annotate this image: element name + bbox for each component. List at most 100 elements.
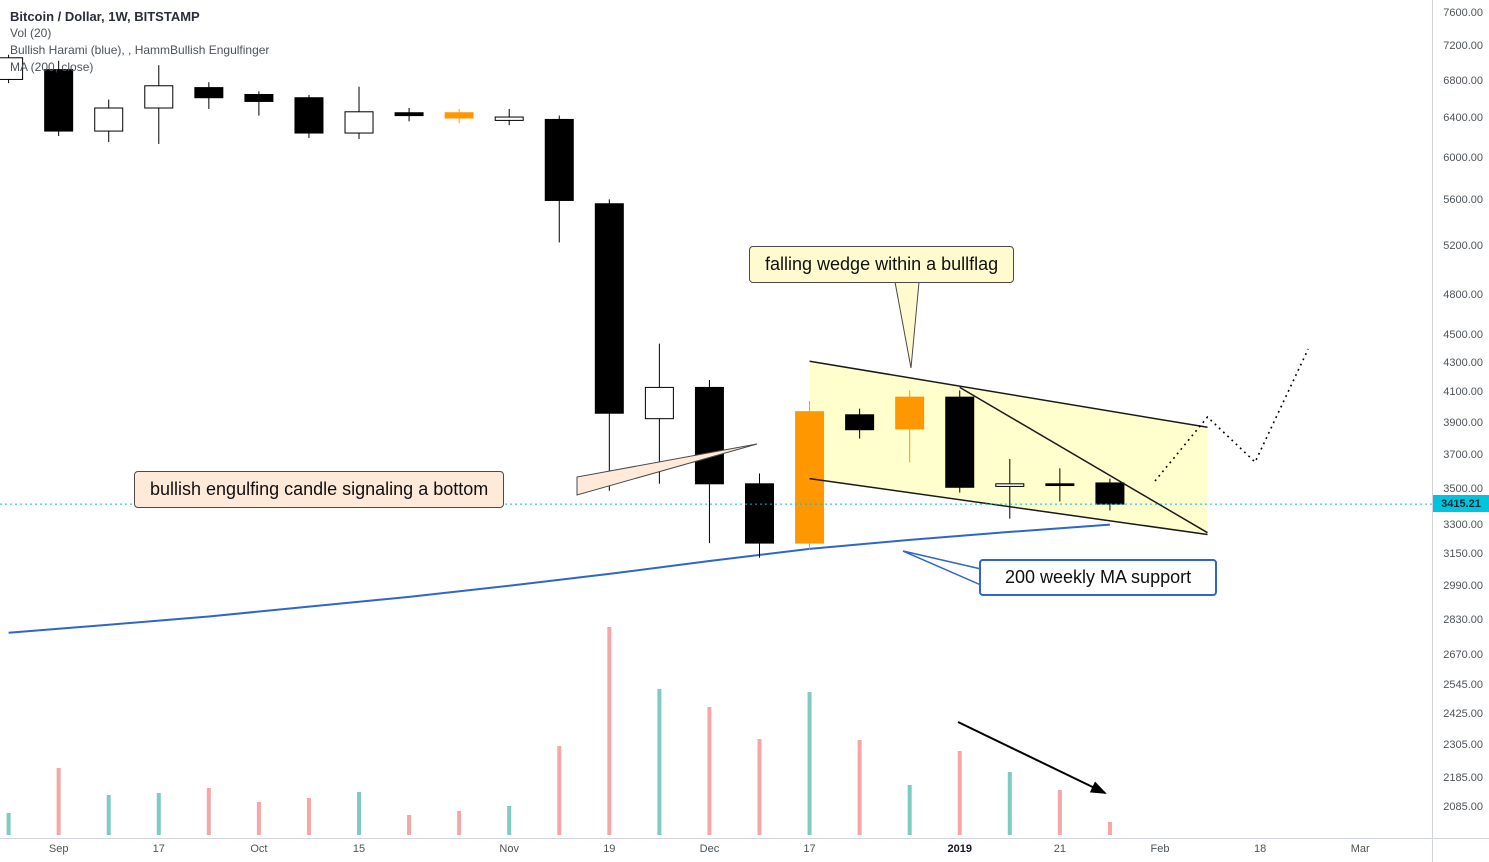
trendline[interactable]: [809, 360, 1208, 429]
projection-path[interactable]: [1154, 348, 1309, 482]
price-axis-label: 2830.00: [1443, 613, 1483, 626]
price-axis-label: 2305.00: [1443, 739, 1483, 752]
candlestick: [895, 396, 925, 430]
time-axis[interactable]: Sep 17 Oct 15 Nov 19 Dec 17 2019 21 Feb 18 Mar: [0, 839, 1432, 862]
volume-bar: [457, 811, 462, 835]
candlestick: [144, 85, 174, 109]
price-axis-label: 2670.00: [1443, 649, 1483, 662]
price-axis-label: 2545.00: [1443, 678, 1483, 691]
volume-bar: [357, 792, 362, 835]
volume-bar: [106, 795, 111, 835]
callout-ma-support[interactable]: 200 weekly MA support: [979, 559, 1218, 596]
volume-bar: [657, 689, 662, 835]
time-axis-label: 19: [603, 843, 616, 855]
indicator-patterns-label[interactable]: Bullish Harami (blue), , HammBullish Eng…: [10, 43, 270, 57]
candlestick: [444, 112, 474, 119]
volume-bar: [56, 768, 61, 835]
volume-bar: [156, 793, 161, 835]
price-axis-label: 3300.00: [1443, 519, 1483, 532]
volume-bar: [306, 798, 311, 835]
candlestick: [594, 203, 624, 414]
price-axis-label: 4300.00: [1443, 356, 1483, 369]
price-axis-label: 3900.00: [1443, 416, 1483, 429]
price-axis-label: 2185.00: [1443, 772, 1483, 785]
volume-bar: [407, 815, 412, 835]
volume-bar: [807, 692, 812, 835]
candlestick: [394, 112, 424, 117]
candlestick: [694, 386, 724, 485]
time-axis-label: Oct: [250, 843, 268, 855]
candlestick: [94, 107, 124, 132]
price-axis-label: 4800.00: [1443, 289, 1483, 302]
volume-bar: [607, 627, 612, 835]
price-axis-label: 3150.00: [1443, 547, 1483, 560]
price-axis-label: 6800.00: [1443, 75, 1483, 88]
volume-bar: [957, 751, 962, 835]
price-axis-label: 2990.00: [1443, 579, 1483, 592]
price-axis-label: 7200.00: [1443, 40, 1483, 53]
time-axis-label: 21: [1053, 843, 1066, 855]
volume-bar: [857, 740, 862, 835]
bullflag-wedge-fill[interactable]: [809, 361, 1208, 535]
price-axis-label: 2425.00: [1443, 708, 1483, 721]
volume-bar: [707, 707, 712, 835]
volume-bar: [256, 802, 261, 835]
candlestick: [1045, 483, 1075, 487]
price-axis-label: 3700.00: [1443, 448, 1483, 461]
volume-bar: [206, 788, 211, 835]
candlestick: [644, 386, 674, 420]
time-axis-label: Dec: [699, 843, 720, 855]
ma-200-line[interactable]: [8, 523, 1110, 634]
trendline[interactable]: [959, 386, 1208, 534]
volume-bar: [507, 806, 512, 835]
time-axis-label: 18: [1253, 843, 1267, 855]
trendline[interactable]: [809, 477, 1208, 536]
price-axis-label: 4500.00: [1443, 328, 1483, 341]
volume-bar: [907, 785, 912, 835]
candlestick: [745, 483, 774, 544]
candlestick: [294, 97, 324, 134]
callout-falling-wedge[interactable]: falling wedge within a bullflag: [749, 246, 1015, 283]
candlestick: [494, 116, 524, 121]
indicator-volume-label[interactable]: Vol (20): [10, 26, 52, 40]
price-axis-label: 6000.00: [1443, 152, 1483, 165]
price-axis-label: 6400.00: [1443, 112, 1483, 125]
price-axis-label: 3500.00: [1443, 483, 1483, 496]
volume-bar: [1057, 790, 1062, 835]
price-axis-label: 2085.00: [1443, 801, 1483, 814]
declining-volume-arrow[interactable]: [957, 721, 1107, 794]
indicator-ma-label[interactable]: MA (200, close): [10, 60, 94, 74]
volume-bar: [6, 813, 11, 835]
time-axis-label: 17: [803, 843, 816, 855]
time-axis-label: 15: [352, 843, 366, 855]
callout-tail-wedge: [894, 281, 920, 369]
volume-bar: [1007, 772, 1012, 835]
volume-bar: [757, 739, 762, 835]
candlestick: [544, 118, 574, 201]
chart-legend: Bitcoin / Dollar, 1W, BITSTAMP Vol (20) …: [10, 8, 269, 76]
candlestick: [0, 57, 24, 80]
callout-bullish-engulfing[interactable]: bullish engulfing candle signaling a bot…: [134, 471, 505, 508]
candlestick: [194, 87, 224, 99]
price-axis-label: 5200.00: [1443, 239, 1483, 252]
price-axis[interactable]: 7600.00 7200.00 6800.00 6400.00 6000.00 5600.…: [1433, 0, 1489, 838]
time-axis-label: Nov: [499, 843, 519, 855]
volume-bar: [557, 746, 562, 835]
price-axis-label: 7600.00: [1443, 6, 1483, 19]
candlestick: [845, 414, 875, 431]
candlestick: [244, 93, 274, 102]
time-axis-label: Feb: [1150, 843, 1170, 855]
symbol-title[interactable]: Bitcoin / Dollar, 1W, BITSTAMP: [10, 9, 200, 24]
candlestick: [344, 111, 374, 134]
candlestick: [44, 69, 74, 132]
callout-tail-ma: [902, 550, 982, 587]
last-price-badge: 3415.21: [1433, 495, 1489, 513]
volume-bar: [1107, 822, 1112, 835]
price-axis-label: 4100.00: [1443, 385, 1483, 398]
candlestick: [795, 411, 825, 544]
candlestick: [945, 396, 975, 488]
candlestick: [1095, 482, 1125, 505]
time-axis-label: Mar: [1350, 843, 1370, 855]
